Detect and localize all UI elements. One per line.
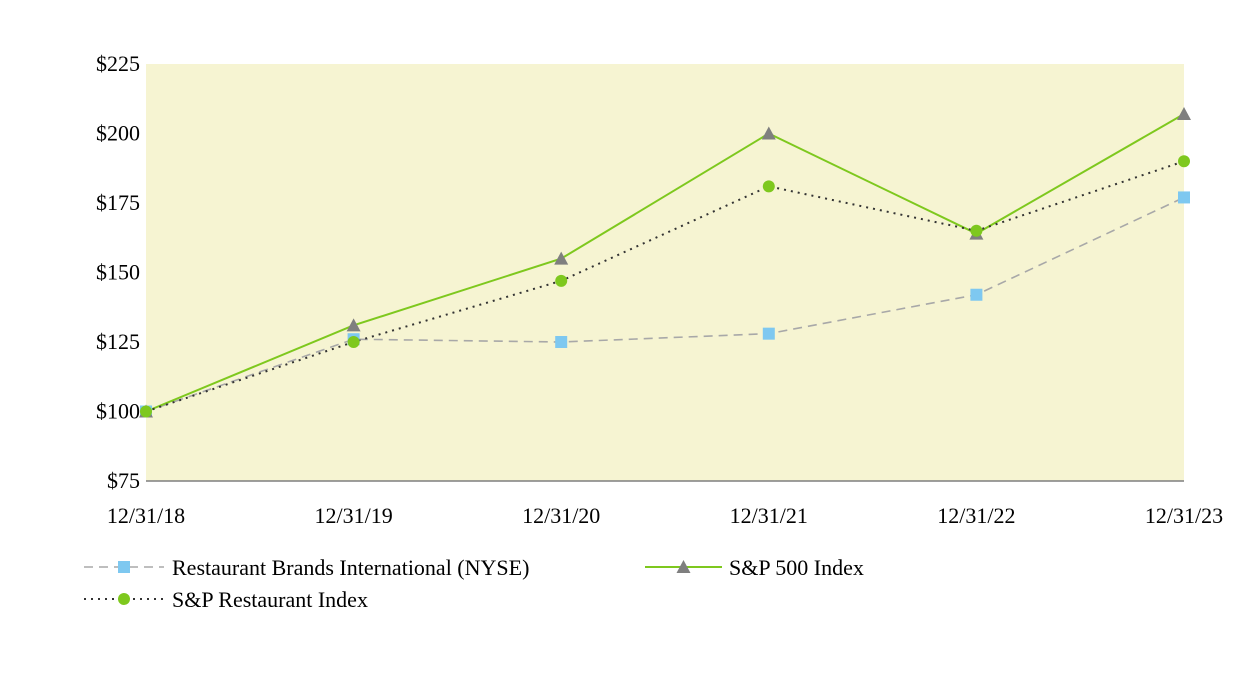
data-point-s-p-restaurant-index <box>762 180 775 193</box>
legend-item-restaurant-brands-international-nyse: Restaurant Brands International (NYSE) <box>84 555 529 580</box>
data-point-restaurant-brands-international-nyse <box>555 336 568 348</box>
data-point-s-p-restaurant-index <box>347 336 360 348</box>
data-point-restaurant-brands-international-nyse <box>1178 191 1190 204</box>
y-tick-label: $150 <box>96 260 140 285</box>
series-line-s-p-500-index <box>145 113 1185 413</box>
x-tick-label: 12/31/19 <box>314 503 392 528</box>
y-tick-label: $100 <box>96 399 140 424</box>
legend: Restaurant Brands International (NYSE) S&… <box>84 555 864 612</box>
legend-item-s-p-500-index: S&P 500 Index <box>645 555 864 580</box>
x-tick-label: 12/31/22 <box>937 503 1015 528</box>
data-point-restaurant-brands-international-nyse <box>762 327 775 340</box>
series-line-s-p-restaurant-index <box>145 160 1185 413</box>
y-axis: $75 $100 $125 $150 $175 $200 $225 <box>96 51 140 493</box>
legend-marker <box>118 561 130 573</box>
x-tick-label: 12/31/21 <box>730 503 808 528</box>
x-tick-label: 12/31/23 <box>1145 503 1223 528</box>
series-markers <box>139 107 1191 418</box>
data-point-s-p-500-index <box>346 318 361 332</box>
x-tick-label: 12/31/20 <box>522 503 600 528</box>
y-tick-label: $175 <box>96 190 140 215</box>
y-tick-label: $75 <box>107 468 140 493</box>
x-axis: 12/31/18 12/31/19 12/31/20 12/31/21 12/31/22… <box>107 503 1223 528</box>
series-line-restaurant-brands-international-nyse <box>145 196 1185 413</box>
data-point-s-p-restaurant-index <box>970 224 983 237</box>
legend-marker <box>676 560 691 573</box>
legend-label: S&P Restaurant Index <box>172 587 368 612</box>
legend-label: S&P 500 Index <box>729 555 864 580</box>
legend-marker <box>118 593 130 605</box>
x-tick-label: 12/31/18 <box>107 503 185 528</box>
legend-label: Restaurant Brands International (NYSE) <box>172 555 529 580</box>
series-lines <box>145 113 1185 413</box>
data-point-restaurant-brands-international-nyse <box>970 288 983 301</box>
data-point-s-p-restaurant-index <box>140 405 152 418</box>
y-tick-label: $125 <box>96 329 140 354</box>
data-point-s-p-500-index <box>761 126 776 140</box>
y-tick-label: $200 <box>96 121 140 146</box>
plot-area <box>146 64 1184 481</box>
data-point-s-p-500-index <box>1177 107 1191 121</box>
data-point-s-p-restaurant-index <box>1178 155 1190 168</box>
data-point-s-p-restaurant-index <box>555 274 568 287</box>
legend-item-s-p-restaurant-index: S&P Restaurant Index <box>84 587 368 612</box>
data-point-s-p-500-index <box>554 251 569 265</box>
y-tick-label: $225 <box>96 51 140 76</box>
